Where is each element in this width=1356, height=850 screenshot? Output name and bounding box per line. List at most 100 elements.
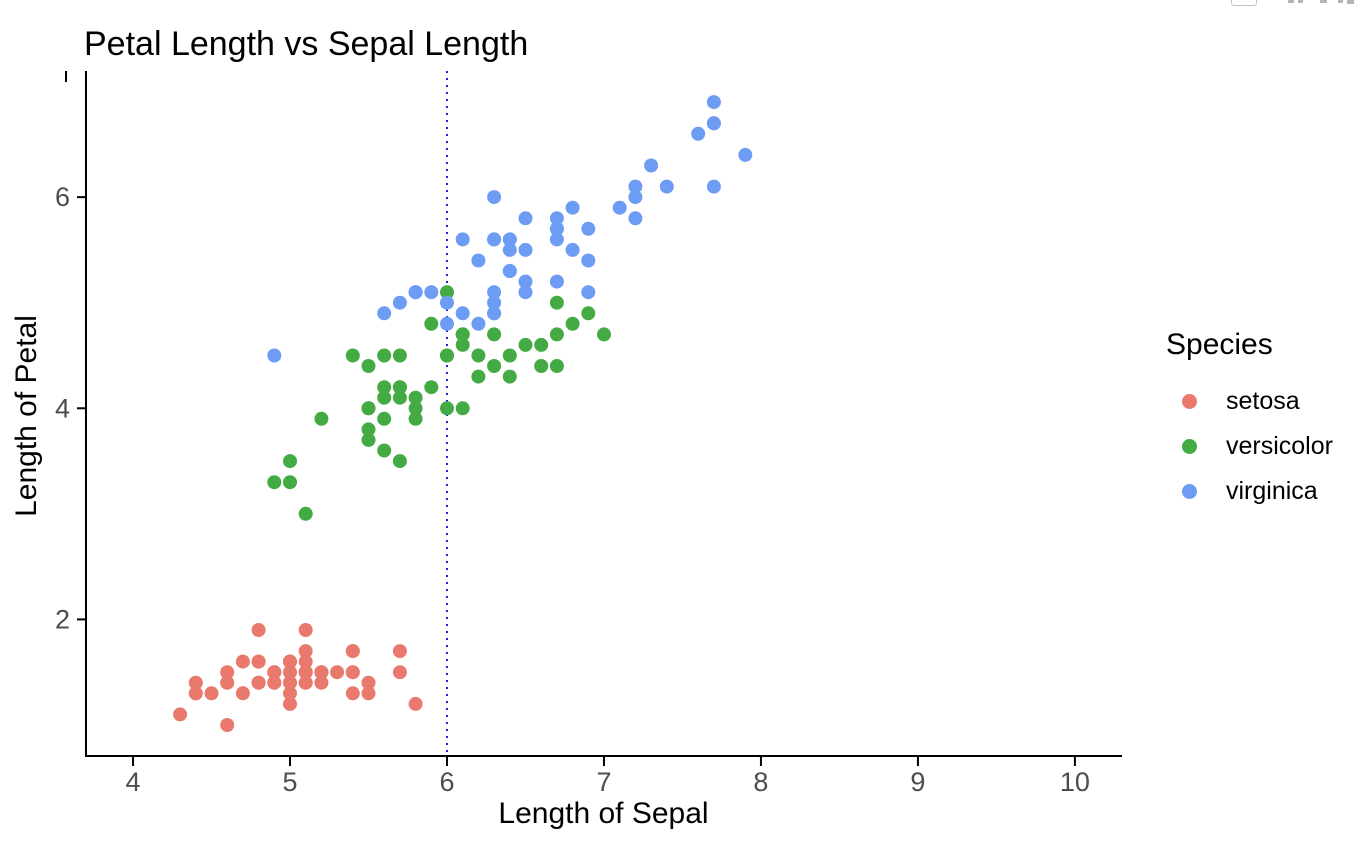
data-point-versicolor (597, 327, 611, 342)
legend-item-setosa: setosa (1166, 379, 1333, 424)
data-point-versicolor (392, 380, 407, 395)
data-point-virginica (377, 306, 392, 321)
y-tick-label: 2 (55, 604, 70, 634)
x-tick-label: 10 (1060, 767, 1090, 797)
data-point-setosa (298, 654, 313, 669)
data-point-virginica (612, 200, 627, 215)
data-point-setosa (361, 675, 376, 690)
x-tick-label: 6 (439, 767, 454, 797)
data-point-versicolor (361, 422, 376, 437)
data-point-virginica (549, 274, 564, 289)
x-tick-label: 7 (596, 767, 611, 797)
data-point-setosa (267, 675, 282, 690)
cropped-toolbar-icon (1288, 0, 1294, 3)
data-point-setosa (345, 644, 360, 659)
data-point-virginica (440, 316, 454, 331)
data-point-setosa (251, 654, 266, 669)
data-point-virginica (471, 253, 486, 268)
data-point-virginica (549, 232, 564, 247)
data-point-setosa (251, 623, 266, 637)
data-point-versicolor (455, 337, 470, 352)
data-point-virginica (518, 211, 533, 226)
data-point-virginica (267, 348, 282, 363)
data-point-versicolor (392, 348, 407, 363)
data-point-setosa (283, 696, 297, 711)
data-point-virginica (518, 242, 533, 257)
data-point-setosa (188, 686, 203, 701)
data-point-versicolor (471, 369, 486, 384)
data-point-versicolor (408, 401, 423, 416)
x-tick-label: 9 (910, 767, 925, 797)
data-point-versicolor (487, 327, 502, 342)
data-point-virginica (549, 211, 564, 226)
legend: Species setosa versicolor virginica (1166, 328, 1333, 514)
data-point-versicolor (283, 454, 297, 469)
data-point-versicolor (408, 390, 423, 405)
legend-label: setosa (1226, 387, 1300, 415)
data-point-versicolor (283, 475, 297, 490)
data-point-setosa (314, 665, 329, 680)
data-point-setosa (283, 665, 297, 680)
data-point-virginica (392, 295, 407, 310)
data-point-virginica (487, 232, 502, 247)
data-point-setosa (298, 675, 313, 690)
data-point-setosa (298, 623, 313, 637)
y-axis-label: Length of Petal (10, 315, 43, 517)
data-point-setosa (298, 644, 313, 659)
data-point-versicolor (534, 359, 549, 373)
y-tick-label: 6 (55, 182, 70, 212)
data-point-virginica (440, 295, 454, 310)
data-point-versicolor (314, 411, 329, 426)
data-point-virginica (581, 253, 596, 268)
data-point-versicolor (298, 506, 313, 521)
data-point-versicolor (502, 348, 517, 363)
data-point-setosa (204, 686, 219, 701)
data-point-virginica (487, 306, 502, 321)
data-point-virginica (502, 264, 517, 278)
data-point-setosa (345, 665, 360, 680)
data-point-versicolor (361, 359, 376, 373)
data-point-versicolor (518, 337, 533, 352)
x-tick-label: 4 (126, 767, 141, 797)
data-point-versicolor (549, 295, 564, 310)
legend-title: Species (1166, 328, 1273, 361)
cropped-toolbar-icon (1320, 0, 1327, 3)
data-point-versicolor (581, 306, 596, 321)
data-point-virginica (581, 285, 596, 300)
data-point-setosa (283, 686, 297, 701)
data-point-virginica (706, 116, 721, 131)
data-point-setosa (314, 675, 329, 690)
data-point-versicolor (392, 454, 407, 469)
data-point-setosa (267, 665, 282, 680)
data-point-virginica (706, 179, 721, 194)
data-point-virginica (565, 200, 580, 215)
data-point-setosa (392, 665, 407, 680)
data-point-virginica (581, 221, 596, 236)
data-point-versicolor (361, 432, 376, 447)
data-point-setosa (220, 675, 235, 690)
data-point-setosa (188, 675, 203, 690)
data-point-versicolor (377, 390, 392, 405)
data-point-versicolor (471, 348, 486, 363)
data-point-virginica (518, 285, 533, 300)
data-point-setosa (220, 665, 235, 680)
data-point-virginica (691, 126, 706, 141)
data-point-virginica (518, 274, 533, 289)
data-point-versicolor (549, 359, 564, 373)
data-point-versicolor (361, 401, 376, 416)
data-point-virginica (628, 211, 643, 226)
cropped-toolbar-icon (1231, 0, 1257, 6)
data-point-versicolor (424, 380, 439, 395)
data-point-setosa (283, 675, 297, 690)
y-tick-label: 4 (55, 393, 70, 423)
data-point-versicolor (549, 327, 564, 342)
data-point-versicolor (377, 380, 392, 395)
cropped-toolbar-icon (1338, 0, 1343, 3)
data-point-virginica (706, 95, 721, 110)
data-point-setosa (251, 675, 266, 690)
data-point-versicolor (502, 369, 517, 384)
x-tick-label: 8 (753, 767, 768, 797)
versicolor-dot-icon (1182, 439, 1197, 454)
data-point-virginica (487, 295, 502, 310)
data-point-versicolor (487, 359, 502, 373)
